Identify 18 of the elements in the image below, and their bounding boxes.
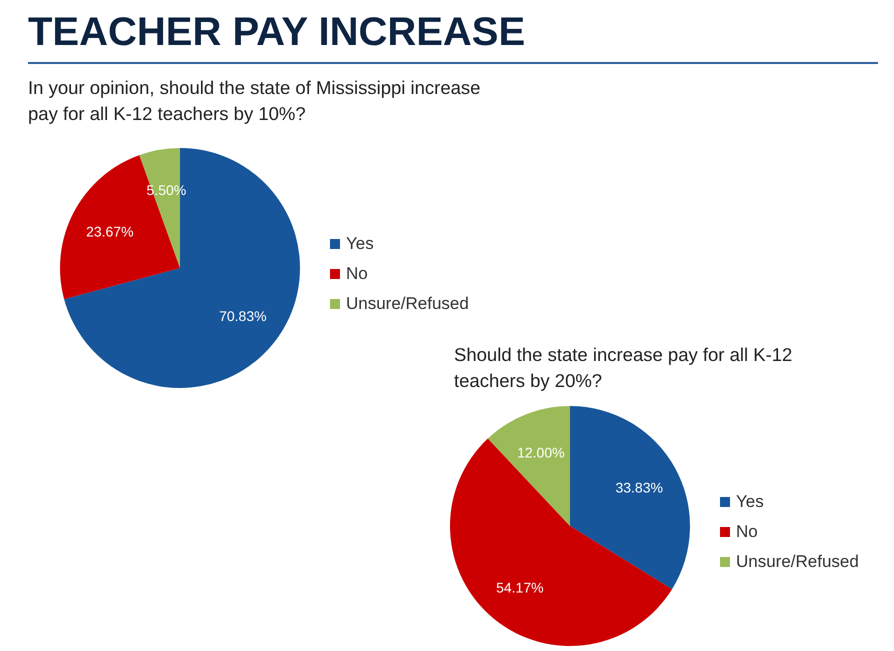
data-label: 12.00% — [517, 444, 565, 460]
data-label: 70.83% — [219, 308, 267, 324]
pie-slice — [488, 406, 570, 526]
pie-slice — [570, 406, 690, 590]
chart-title: TEACHER PAY INCREASE — [28, 10, 526, 55]
legend-label: Unsure/Refused — [736, 552, 859, 572]
chart-subtitle: Should the state increase pay for all K-12 teachers by 20%? — [454, 343, 794, 393]
pie-slice — [64, 148, 300, 388]
legend-label: Yes — [736, 492, 764, 512]
pie-slice — [450, 438, 672, 646]
legend-label: No — [736, 522, 758, 542]
data-label: 23.67% — [86, 223, 134, 240]
data-label: 54.17% — [496, 579, 544, 596]
legend-label: No — [346, 264, 368, 284]
legend-label: Unsure/Refused — [346, 294, 469, 314]
legend-label: Yes — [346, 234, 374, 254]
chart-subtitle: In your opinion, should the state of Mississippi increase pay for all K-12 teachers by 10%? — [28, 76, 482, 126]
data-label: 33.83% — [615, 479, 663, 496]
